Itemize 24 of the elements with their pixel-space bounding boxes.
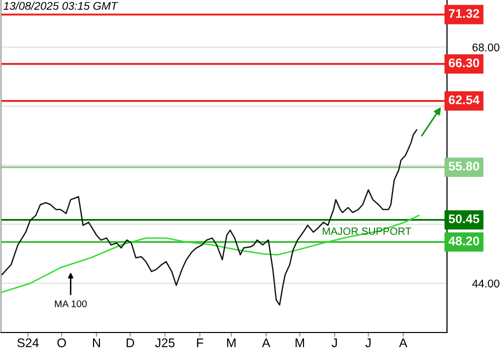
- x-tick-label: D: [126, 338, 134, 348]
- line-series: [2, 129, 418, 306]
- ref-line-label: 71.32: [448, 9, 480, 18]
- x-tick-label: N: [93, 338, 100, 348]
- ref-line-label: 55.80: [448, 162, 480, 171]
- y-tick-label: 44.00: [472, 280, 500, 288]
- annotation: MA 100: [54, 300, 87, 308]
- annotation: 13/08/2025 03:15 GMT: [4, 2, 118, 10]
- x-tick-label: J: [365, 338, 371, 348]
- ref-line-label: 50.45: [448, 214, 480, 224]
- y-tick-label: 68.00: [472, 43, 500, 52]
- ref-line-label: 48.20: [448, 236, 480, 246]
- line-series: [1, 214, 420, 293]
- x-tick-label: M: [296, 338, 304, 348]
- ref-line-label: 62.54: [448, 95, 480, 104]
- x-tick-label: J25: [155, 338, 175, 348]
- ref-line-label: 66.30: [448, 58, 480, 68]
- x-tick-label: J: [332, 338, 337, 348]
- x-tick-label: M: [227, 338, 236, 348]
- x-tick-label: F: [197, 338, 204, 348]
- x-tick-label: S24: [17, 338, 39, 348]
- x-tick-label: A: [262, 338, 270, 348]
- x-tick-label: O: [57, 338, 66, 348]
- x-tick-label: A: [399, 338, 408, 348]
